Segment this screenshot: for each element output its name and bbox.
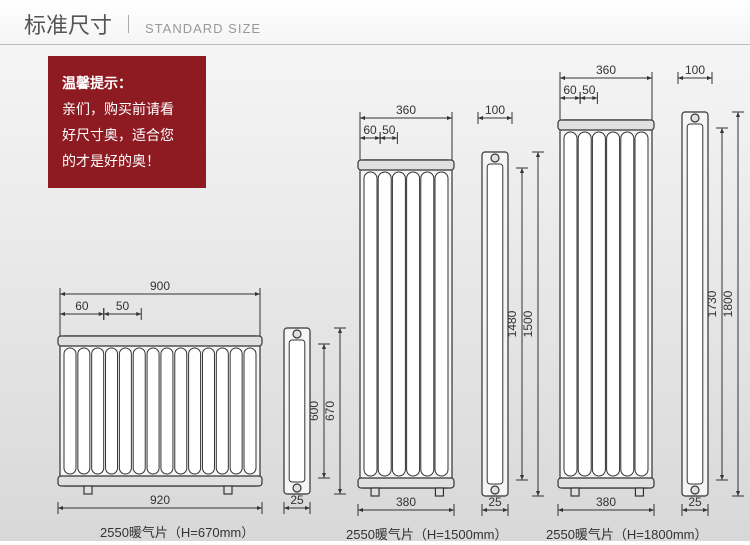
radiator-r670: 900 60 50 600670 920 25 xyxy=(58,279,346,514)
title-divider xyxy=(128,15,129,33)
radiator-caption: 2550暖气片（H=670mm） xyxy=(100,522,254,541)
svg-text:100: 100 xyxy=(485,103,505,117)
tip-box: 温馨提示： 亲们，购买前请看 好尺寸奥，适合您 的才是好的奥！ xyxy=(48,56,206,188)
svg-text:100: 100 xyxy=(685,63,705,77)
svg-text:50: 50 xyxy=(582,83,596,97)
svg-text:60: 60 xyxy=(563,83,577,97)
svg-text:25: 25 xyxy=(290,493,304,507)
tip-title: 温馨提示： xyxy=(62,70,192,96)
svg-text:1800: 1800 xyxy=(721,290,735,317)
svg-text:360: 360 xyxy=(396,103,416,117)
radiator-caption: 2550暖气片（H=1500mm） xyxy=(346,524,507,543)
svg-text:50: 50 xyxy=(116,299,130,313)
tip-line: 的才是好的奥！ xyxy=(62,148,192,174)
svg-text:670: 670 xyxy=(323,401,337,421)
title-en: STANDARD SIZE xyxy=(145,21,261,36)
svg-text:360: 360 xyxy=(596,63,616,77)
title-cn: 标准尺寸 xyxy=(24,8,112,40)
tip-line: 好尺寸奥，适合您 xyxy=(62,122,192,148)
svg-text:900: 900 xyxy=(150,279,170,293)
svg-text:920: 920 xyxy=(150,493,170,507)
svg-text:25: 25 xyxy=(488,495,502,509)
svg-text:50: 50 xyxy=(382,123,396,137)
radiator-r1500: 360 60 50 100 14801500 380 25 xyxy=(358,103,544,516)
svg-text:600: 600 xyxy=(307,401,321,421)
svg-text:25: 25 xyxy=(688,495,702,509)
svg-text:1500: 1500 xyxy=(521,310,535,337)
tip-line: 亲们，购买前请看 xyxy=(62,96,192,122)
radiator-r1800: 360 60 50 100 17301800 380 25 xyxy=(558,63,744,516)
svg-text:1480: 1480 xyxy=(505,310,519,337)
header: 标准尺寸 STANDARD SIZE xyxy=(0,0,750,45)
svg-text:380: 380 xyxy=(396,495,416,509)
svg-text:60: 60 xyxy=(363,123,377,137)
svg-text:60: 60 xyxy=(75,299,89,313)
svg-text:380: 380 xyxy=(596,495,616,509)
svg-text:1730: 1730 xyxy=(705,290,719,317)
radiator-caption: 2550暖气片（H=1800mm） xyxy=(546,524,707,543)
